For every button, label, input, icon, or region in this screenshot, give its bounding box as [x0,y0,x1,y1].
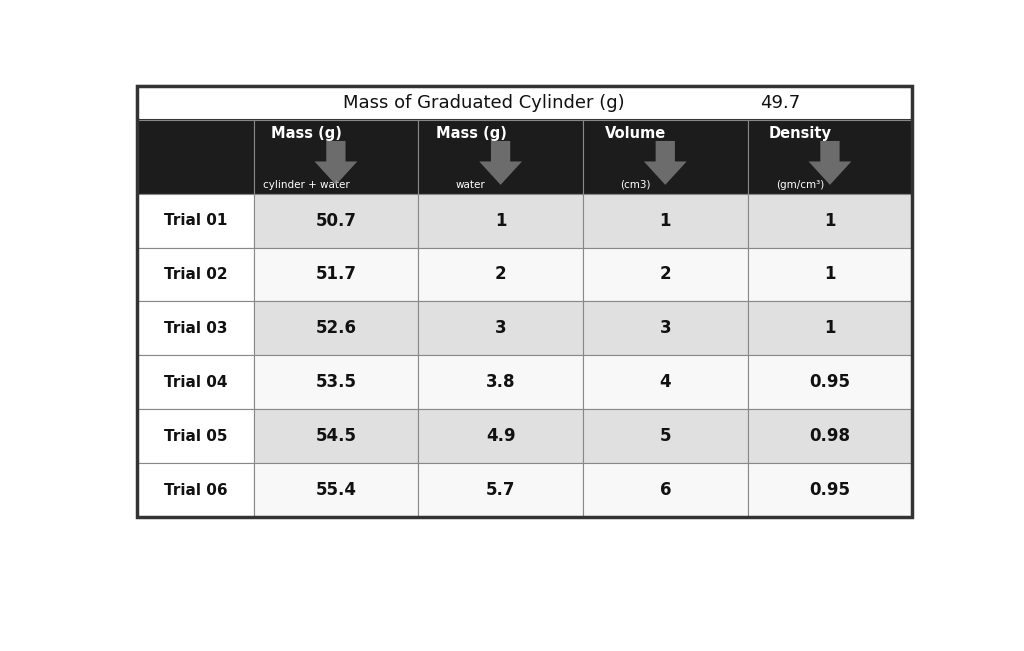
Bar [254,120,418,193]
Bar [418,247,583,301]
Bar [137,301,254,355]
Polygon shape [479,141,522,185]
Text: Trial 01: Trial 01 [164,213,227,228]
Bar [583,355,748,409]
Bar [137,409,254,463]
Text: 0.95: 0.95 [809,373,851,391]
Bar [418,355,583,409]
Text: 1: 1 [495,212,506,230]
Text: Trial 04: Trial 04 [164,375,227,390]
Text: 52.6: 52.6 [315,320,356,337]
Text: 6: 6 [659,481,671,499]
Bar [254,193,418,247]
Text: 55.4: 55.4 [315,481,356,499]
Text: 1: 1 [659,212,671,230]
Text: 5: 5 [659,427,671,445]
Bar [748,247,912,301]
Bar [748,301,912,355]
Text: 0.98: 0.98 [809,427,851,445]
Bar [583,247,748,301]
Text: Trial 05: Trial 05 [164,428,227,444]
Text: 2: 2 [659,266,671,283]
Bar [254,409,418,463]
Text: Volume: Volume [605,126,667,141]
Bar [583,120,748,193]
Text: (cm3): (cm3) [621,180,651,190]
Bar [137,86,912,120]
Text: 3: 3 [659,320,671,337]
Bar [418,120,583,193]
Bar [254,301,418,355]
Bar [748,355,912,409]
Text: Trial 03: Trial 03 [164,321,227,336]
Bar [748,409,912,463]
Bar [583,409,748,463]
Bar [254,355,418,409]
Text: 0.95: 0.95 [809,481,851,499]
Text: 2: 2 [495,266,507,283]
Text: Density: Density [769,126,831,141]
Bar [418,193,583,247]
Text: 4: 4 [659,373,671,391]
Bar [137,193,254,247]
Text: 1: 1 [824,212,836,230]
Text: water: water [456,180,485,190]
Bar [583,463,748,517]
Bar [137,120,254,193]
Text: 3: 3 [495,320,507,337]
Text: 3.8: 3.8 [485,373,515,391]
Bar [418,463,583,517]
Text: 1: 1 [824,320,836,337]
Text: 5.7: 5.7 [485,481,515,499]
Bar [137,86,912,517]
Text: 50.7: 50.7 [315,212,356,230]
Polygon shape [644,141,687,185]
Bar [418,409,583,463]
Bar [418,301,583,355]
Bar [583,301,748,355]
Bar [137,355,254,409]
Bar [137,463,254,517]
Polygon shape [314,141,357,185]
Text: 54.5: 54.5 [315,427,356,445]
Bar [254,463,418,517]
Bar [583,193,748,247]
Bar [137,247,254,301]
Text: Mass of Graduated Cylinder (g): Mass of Graduated Cylinder (g) [343,94,625,112]
Bar [254,247,418,301]
Text: (gm/cm³): (gm/cm³) [776,180,824,190]
Text: 53.5: 53.5 [315,373,356,391]
Text: Mass (g): Mass (g) [270,126,342,141]
Text: 51.7: 51.7 [315,266,356,283]
Text: 1: 1 [824,266,836,283]
Text: Trial 02: Trial 02 [164,267,227,282]
Text: 4.9: 4.9 [485,427,515,445]
Text: Trial 06: Trial 06 [164,482,227,497]
Text: cylinder + water: cylinder + water [263,180,349,190]
Text: 49.7: 49.7 [761,94,801,112]
Bar [748,193,912,247]
Bar [748,463,912,517]
Polygon shape [809,141,851,185]
Text: Mass (g): Mass (g) [435,126,507,141]
Bar [748,120,912,193]
